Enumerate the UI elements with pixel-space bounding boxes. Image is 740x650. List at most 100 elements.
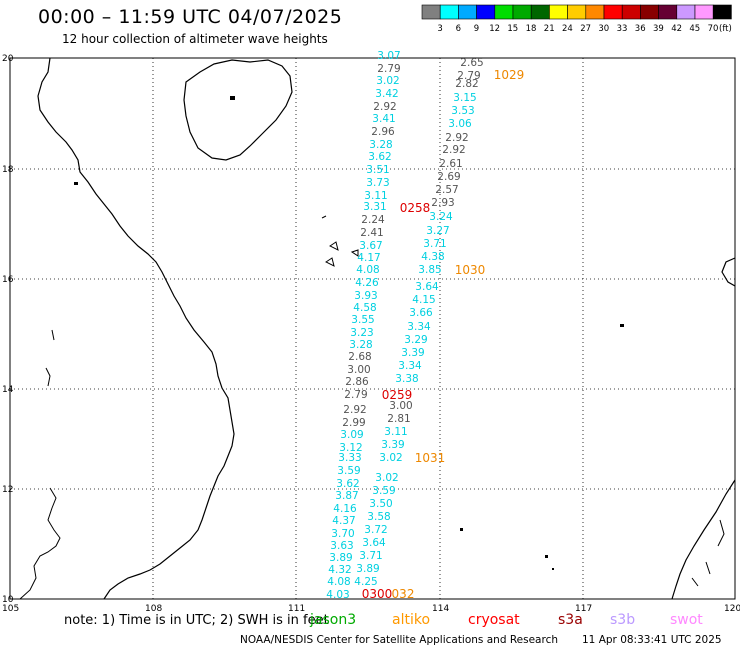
legend-label: 21 [544, 24, 555, 34]
legend-label: 39 [653, 24, 664, 34]
footer-timestamp: 11 Apr 08:33:41 UTC 2025 [582, 634, 722, 646]
satellite-legend-altiko: altiko [392, 612, 431, 628]
pass-time-label: 1029 [494, 68, 525, 82]
paracel-islands [321, 215, 359, 267]
palawan-fragments [691, 519, 725, 587]
wave-height-value: 3.62 [368, 151, 391, 163]
wave-height-value: 3.55 [351, 314, 374, 326]
legend-swatch [530, 4, 550, 20]
legend-swatch [439, 4, 459, 20]
wave-height-value: 3.12 [339, 442, 362, 454]
wave-height-value: 3.59 [337, 465, 360, 477]
island-fragment-2 [51, 329, 55, 341]
legend-label: 36 [635, 24, 646, 34]
legend-label: (ft) [719, 24, 732, 34]
wave-height-value: 4.08 [356, 264, 379, 276]
wave-height-value: 2.79 [344, 389, 367, 401]
lon-label-111: 111 [288, 604, 305, 614]
satellite-legend-s3a: s3a [558, 612, 583, 628]
legend-swatch [512, 4, 532, 20]
wave-height-value: 3.39 [381, 439, 404, 451]
satellite-legend-cryosat: cryosat [468, 612, 520, 628]
island-fragment-1 [45, 367, 51, 387]
legend-swatch [640, 4, 659, 20]
legend-swatch [658, 4, 678, 20]
wave-height-value: 3.41 [372, 113, 395, 125]
wave-height-value: 3.73 [366, 177, 389, 189]
wave-height-value: 2.79 [457, 70, 480, 82]
wave-height-value: 3.31 [363, 201, 386, 213]
philippines-coast-south [671, 479, 736, 600]
lat-label-14: 14 [2, 385, 14, 395]
wave-height-value: 3.29 [404, 334, 427, 346]
wave-height-value: 3.64 [362, 537, 386, 549]
wave-height-value: 3.70 [331, 528, 354, 540]
wave-height-value: 2.96 [371, 126, 395, 138]
footer-note: note: 1) Time is in UTC; 2) SWH is in fe… [64, 613, 329, 628]
wave-height-value: 3.63 [330, 540, 353, 552]
wave-height-value: 3.24 [429, 211, 453, 223]
wave-height-value: 2.99 [342, 417, 365, 429]
color-legend: 3 6 9 12 15 18 21 24 27 30 33 36 39 42 45 70 (ft) [421, 4, 732, 34]
pass-time-label: 032 [392, 587, 415, 601]
satellite-legend: jason3 altiko cryosat s3a s3b swot [310, 612, 740, 630]
legend-label: 24 [562, 24, 573, 34]
satellite-legend-swot: swot [670, 612, 703, 628]
wave-height-value: 3.50 [369, 498, 392, 510]
wave-height-value: 3.72 [364, 524, 387, 536]
legend-swatch [585, 4, 605, 20]
wave-height-value: 3.71 [423, 238, 446, 250]
wave-height-value: 3.59 [372, 485, 395, 497]
lat-label-20: 20 [2, 54, 14, 64]
legend-label: 42 [671, 24, 682, 34]
legend-label: 12 [489, 24, 500, 34]
wave-height-value: 3.00 [389, 400, 412, 412]
wave-height-value: 4.37 [332, 515, 355, 527]
wave-height-value: 4.26 [355, 277, 379, 289]
wave-height-value: 3.02 [376, 75, 399, 87]
wave-height-value: 3.85 [418, 264, 441, 276]
legend-label: 30 [598, 24, 609, 34]
wave-height-value: 2.65 [460, 57, 483, 69]
wave-height-value: 2.92 [445, 132, 468, 144]
wave-height-value: 3.06 [448, 118, 472, 130]
satellite-legend-jason3: jason3 [310, 612, 357, 628]
lon-label-120: 120 [724, 604, 740, 614]
wave-height-value: 3.66 [409, 307, 433, 319]
philippines-coast-north [721, 257, 736, 287]
wave-height-value: 4.25 [354, 576, 377, 588]
wave-height-value: 3.42 [375, 88, 398, 100]
page-title: 00:00 – 11:59 UTC 04/07/2025 [38, 6, 343, 28]
wave-height-value: 3.67 [359, 240, 382, 252]
legend-swatch [567, 4, 587, 20]
gulf-coast-fragment [19, 487, 61, 600]
legend-swatch [712, 4, 732, 20]
wave-height-value: 2.81 [387, 413, 410, 425]
wave-height-value: 3.34 [398, 360, 422, 372]
pass-time-label: 1030 [455, 263, 486, 277]
wave-height-value: 3.11 [364, 190, 387, 202]
wave-height-value: 4.15 [412, 294, 435, 306]
wave-height-value: 2.69 [437, 171, 460, 183]
wave-height-value: 3.71 [359, 550, 382, 562]
wave-height-value: 2.68 [348, 351, 371, 363]
wave-height-value: 2.92 [373, 101, 396, 113]
legend-swatch [494, 4, 514, 20]
legend-swatch [476, 4, 496, 20]
wave-height-value: 3.23 [350, 327, 373, 339]
wave-height-value: 3.89 [329, 552, 352, 564]
pass-time-label: 1031 [415, 451, 446, 465]
wave-height-value: 2.79 [377, 63, 400, 75]
wave-height-value: 2.92 [442, 144, 465, 156]
legend-label: 18 [526, 24, 537, 34]
lon-label-114: 114 [432, 604, 449, 614]
legend-label: 27 [580, 24, 591, 34]
hainan-island-coast [183, 59, 293, 161]
latitude-labels: 20 18 16 14 12 10 [2, 54, 14, 605]
satellite-legend-s3b: s3b [610, 612, 636, 628]
wave-height-value: 3.51 [366, 164, 389, 176]
wave-height-value: 3.07 [377, 50, 400, 62]
wave-height-value: 4.03 [326, 589, 349, 601]
lat-label-10: 10 [2, 595, 14, 605]
